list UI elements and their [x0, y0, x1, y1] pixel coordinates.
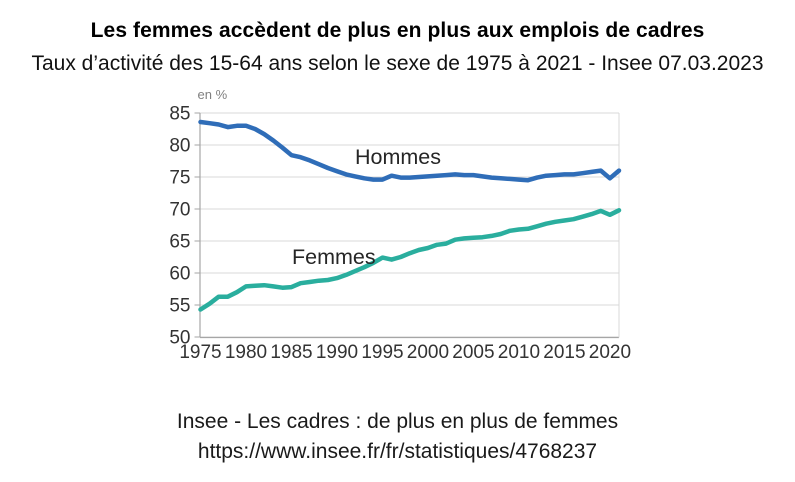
series-line-femmes	[198, 208, 622, 312]
x-tick-label: 2000	[407, 342, 449, 363]
x-tick-label: 2015	[543, 342, 585, 363]
x-tick-label: 1980	[225, 342, 267, 363]
x-tick-label: 2010	[498, 342, 540, 363]
x-tick-label: 2020	[589, 342, 631, 363]
y-tick-label: 60	[169, 264, 190, 285]
x-tick-label: 1995	[361, 342, 403, 363]
x-tick-label: 1985	[270, 342, 312, 363]
y-tick-label: 75	[169, 168, 190, 189]
y-tick-label: 80	[169, 136, 190, 157]
y-tick-label: 85	[169, 104, 190, 125]
chart-title: Les femmes accèdent de plus en plus aux …	[90, 19, 705, 42]
x-tick-label: 1975	[179, 342, 221, 363]
source-url: https://www.insee.fr/fr/statistiques/476…	[197, 440, 598, 463]
x-tick-label: 2005	[452, 342, 494, 363]
source-caption: Insee - Les cadres : de plus en plus de …	[176, 410, 619, 433]
chart-subtitle: Taux d’activité des 15-64 ans selon le s…	[31, 52, 764, 75]
series-line-hommes	[198, 119, 622, 183]
y-tick-label: 65	[169, 232, 190, 253]
series-label-hommes: Hommes	[355, 145, 441, 169]
unit-label: en %	[198, 87, 228, 102]
y-tick-label: 55	[169, 296, 190, 317]
series-label-femmes: Femmes	[292, 245, 376, 269]
y-tick-label: 70	[169, 200, 190, 221]
x-tick-label: 1990	[316, 342, 358, 363]
y-tick-label: 50	[169, 328, 190, 349]
